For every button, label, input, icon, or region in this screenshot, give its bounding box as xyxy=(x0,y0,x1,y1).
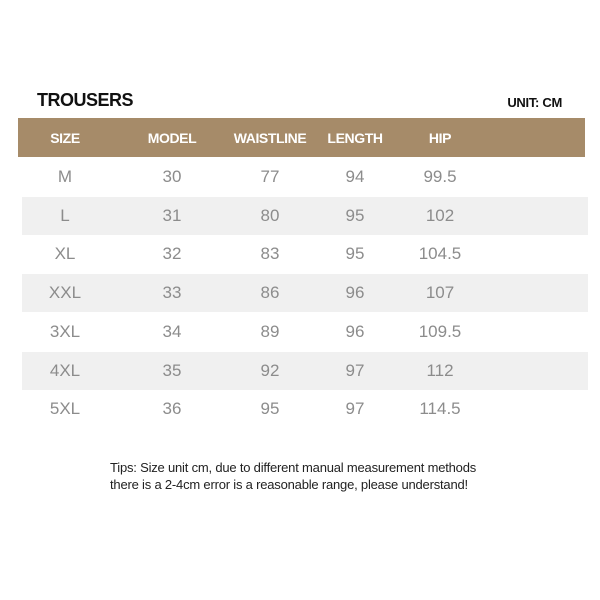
table-cell: 109.5 xyxy=(418,321,462,341)
table-cell: 30 xyxy=(162,167,182,186)
column-header: HIP xyxy=(428,129,452,146)
table-cell: 97 xyxy=(345,360,365,380)
table-cell: 31 xyxy=(162,205,182,225)
table-cell: 99.5 xyxy=(423,167,457,186)
table-cell: 95 xyxy=(345,244,365,264)
column-header: MODEL xyxy=(147,129,197,146)
table-cell: 96 xyxy=(345,321,365,341)
table-cell: 89 xyxy=(260,321,280,341)
table-cell: XXL xyxy=(48,283,82,303)
table-cell: 35 xyxy=(162,360,182,380)
column-header: LENGTH xyxy=(327,129,383,146)
table-cell: 4XL xyxy=(49,360,81,380)
table-cell: 95 xyxy=(260,399,280,419)
tips-line: there is a 2-4cm error is a reasonable r… xyxy=(110,477,468,492)
table-header: SIZE MODEL WAISTLINE LENGTH HIP xyxy=(18,118,585,157)
table-cell: 94 xyxy=(345,167,365,186)
table-cell: 95 xyxy=(345,205,365,225)
unit-label: UNIT: CM xyxy=(507,95,562,110)
table-cell: 97 xyxy=(345,399,365,419)
table-cell: 80 xyxy=(260,205,280,225)
table-row: XL 32 83 95 104.5 xyxy=(22,235,588,273)
table-cell: 92 xyxy=(260,360,280,380)
table-cell: XL xyxy=(54,244,76,264)
table-cell: L xyxy=(60,205,70,225)
table-cell: 77 xyxy=(260,167,280,186)
table-cell: 5XL xyxy=(49,399,81,419)
table-cell: 112 xyxy=(426,360,454,380)
table-row: 3XL 34 89 96 109.5 xyxy=(22,313,588,351)
table-cell: 34 xyxy=(162,321,182,341)
table-row: M 30 77 94 99.5 xyxy=(22,158,588,196)
table-cell: 3XL xyxy=(49,321,81,341)
table-row: 5XL 36 95 97 114.5 xyxy=(22,390,588,428)
table-cell: 83 xyxy=(260,244,280,264)
table-cell: 96 xyxy=(345,283,365,303)
table-cell: 114.5 xyxy=(419,399,461,419)
table-cell: 33 xyxy=(162,283,182,303)
table-row: L 31 80 95 102 xyxy=(22,196,588,235)
table-cell: 32 xyxy=(162,244,182,264)
table-cell: 36 xyxy=(162,399,182,419)
table-cell: 107 xyxy=(425,283,455,303)
table-cell: M xyxy=(57,167,73,186)
table-cell: 104.5 xyxy=(418,244,462,264)
column-header: SIZE xyxy=(50,129,80,146)
table-row: XXL 33 86 96 107 xyxy=(22,274,588,313)
page-title: TROUSERS xyxy=(37,90,134,110)
tips-line: Tips: Size unit cm, due to different man… xyxy=(110,460,477,475)
table-row: 4XL 35 92 97 112 xyxy=(22,351,588,390)
tips-note: Tips: Size unit cm, due to different man… xyxy=(110,459,476,493)
table-cell: 102 xyxy=(425,205,455,225)
table-cell: 86 xyxy=(260,283,280,303)
column-header: WAISTLINE xyxy=(233,129,307,146)
